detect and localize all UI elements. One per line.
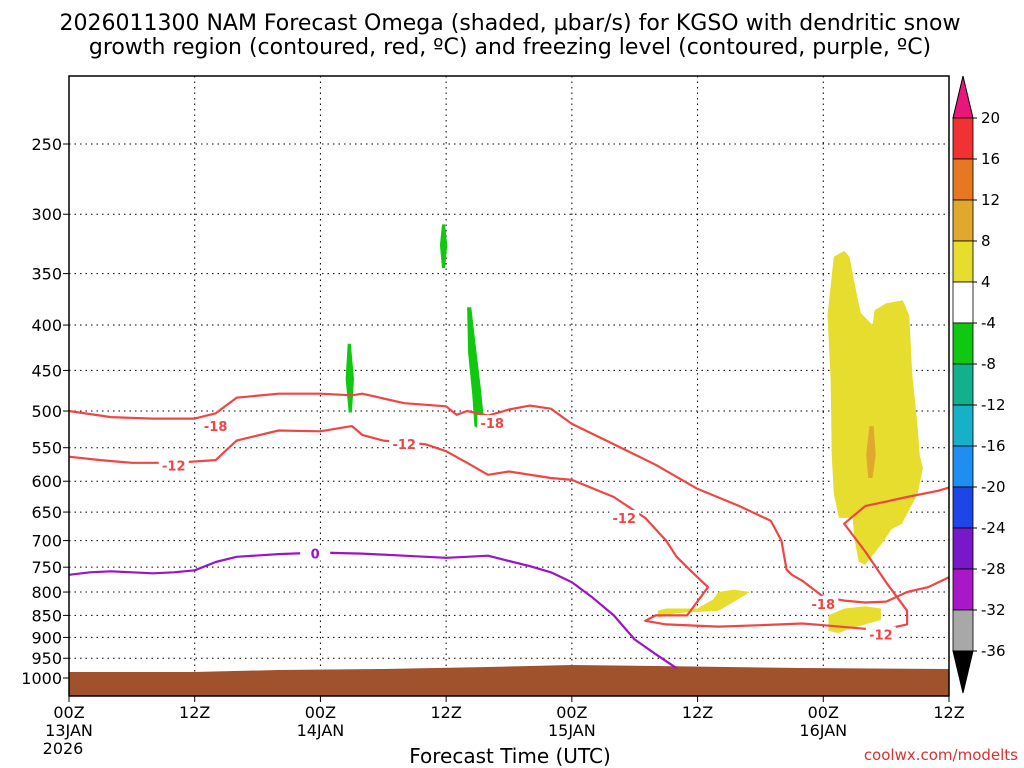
omega-region-2 bbox=[467, 307, 484, 430]
colorbar-top-arrow bbox=[952, 75, 974, 119]
colorbar-tick-label-4: 4 bbox=[981, 273, 991, 291]
colorbar-tick-label-8: -16 bbox=[981, 437, 1006, 455]
colorbar-bottom-arrow bbox=[952, 650, 974, 694]
contour-label-7: 0 bbox=[311, 548, 320, 563]
x-tick-year-0: 2026 bbox=[43, 739, 84, 758]
contour-label-1: -18 bbox=[480, 417, 504, 432]
y-tick-label-650: 650 bbox=[31, 503, 62, 522]
y-tick-label-500: 500 bbox=[31, 402, 62, 421]
y-tick-label-550: 550 bbox=[31, 439, 62, 458]
contour-label-3: -12 bbox=[162, 460, 186, 475]
y-tick-label-800: 800 bbox=[31, 583, 62, 602]
x-tick-label-0: 00Z bbox=[53, 703, 84, 722]
colorbar-tick-label-6: -8 bbox=[981, 355, 996, 373]
contour-label-6: -12 bbox=[869, 628, 893, 643]
y-tick-label-600: 600 bbox=[31, 472, 62, 491]
contour-labels: -18 -18 -18 -12 -12 -12 -12 0 bbox=[158, 415, 896, 643]
colorbar-box-4 bbox=[952, 281, 974, 324]
colorbar-tick-label-13: -36 bbox=[981, 642, 1006, 660]
contour-label-bg-7 bbox=[300, 545, 331, 561]
colorbar-box-7 bbox=[952, 404, 974, 447]
x-tick-date-0: 13JAN bbox=[45, 721, 93, 740]
colorbar-tick-label-10: -24 bbox=[981, 519, 1006, 537]
omega-region-0 bbox=[345, 343, 354, 413]
y-axis: 250 300 350 400 450 500 550 600 650 700 750 800 850 9… bbox=[21, 135, 69, 688]
colorbar-box-6 bbox=[952, 363, 974, 406]
colorbar-box-12 bbox=[952, 609, 974, 652]
colorbar-box-8 bbox=[952, 445, 974, 488]
x-tick-label-60: 12Z bbox=[682, 703, 713, 722]
colorbar-box-3 bbox=[952, 240, 974, 283]
y-tick-label-350: 350 bbox=[31, 265, 62, 284]
y-tick-label-950: 950 bbox=[31, 649, 62, 668]
chart-title-line1: 2026011300 NAM Forecast Omega (shaded, µ… bbox=[59, 11, 960, 36]
y-tick-label-850: 850 bbox=[31, 606, 62, 625]
colorbar-tick-label-9: -20 bbox=[981, 478, 1006, 496]
colorbar-tick-label-7: -12 bbox=[981, 396, 1006, 414]
contour-lines bbox=[68, 392, 950, 670]
colorbar-box-0 bbox=[952, 117, 974, 160]
omega-region-1 bbox=[439, 224, 448, 269]
contour-label-bg-6 bbox=[865, 626, 896, 642]
colorbar-tick-label-2: 12 bbox=[981, 191, 1000, 209]
colorbar-box-2 bbox=[952, 199, 974, 242]
terrain-top bbox=[69, 665, 949, 676]
colorbar: 20 16 12 8 4 -4 -8 -12 -16 -20 -24 -28 -32 -36 bbox=[952, 75, 1006, 694]
x-tick-label-84: 12Z bbox=[933, 703, 964, 722]
contour--12-1 bbox=[68, 425, 950, 630]
contour-label-4: -12 bbox=[392, 438, 416, 453]
colorbar-tick-label-0: 20 bbox=[981, 109, 1000, 127]
colorbar-box-11 bbox=[952, 568, 974, 611]
contour-0-2 bbox=[68, 551, 678, 670]
colorbar-box-1 bbox=[952, 158, 974, 201]
contour-label-2: -18 bbox=[812, 598, 836, 613]
contour-label-bg-1 bbox=[477, 415, 508, 431]
contour-label-bg-5 bbox=[609, 509, 640, 525]
x-tick-label-72: 00Z bbox=[808, 703, 839, 722]
contour-label-bg-2 bbox=[808, 595, 839, 611]
x-tick-date-48: 15JAN bbox=[548, 721, 596, 740]
x-tick-label-24: 00Z bbox=[305, 703, 336, 722]
plot-frame bbox=[68, 75, 950, 697]
chart-title-line2: growth region (contoured, red, ºC) and f… bbox=[89, 35, 931, 60]
x-tick-label-48: 00Z bbox=[556, 703, 587, 722]
colorbar-tick-label-11: -28 bbox=[981, 560, 1006, 578]
omega-shading bbox=[345, 224, 923, 634]
omega-region-4 bbox=[866, 426, 876, 478]
contour-label-0: -18 bbox=[204, 420, 228, 435]
y-tick-label-750: 750 bbox=[31, 558, 62, 577]
credit-text: coolwx.com/modelts bbox=[864, 746, 1018, 764]
colorbar-box-10 bbox=[952, 527, 974, 570]
x-tick-label-36: 12Z bbox=[430, 703, 461, 722]
y-tick-label-300: 300 bbox=[31, 205, 62, 224]
y-tick-label-450: 450 bbox=[31, 361, 62, 380]
contour-label-bg-3 bbox=[158, 457, 189, 473]
contour-label-5: -12 bbox=[612, 512, 636, 527]
y-tick-label-700: 700 bbox=[31, 532, 62, 551]
colorbar-tick-label-1: 16 bbox=[981, 150, 1000, 168]
contour-label-bg-4 bbox=[389, 436, 420, 452]
contour-label-bg-0 bbox=[200, 418, 231, 434]
colorbar-tick-label-5: -4 bbox=[981, 314, 996, 332]
colorbar-tick-label-12: -32 bbox=[981, 601, 1006, 619]
x-tick-date-24: 14JAN bbox=[297, 721, 345, 740]
y-tick-label-250: 250 bbox=[31, 135, 62, 154]
omega-region-5 bbox=[657, 589, 750, 618]
colorbar-tick-label-3: 8 bbox=[981, 232, 991, 250]
colorbar-box-5 bbox=[952, 322, 974, 365]
y-tick-label-1000: 1000 bbox=[21, 669, 62, 688]
x-tick-date-72: 16JAN bbox=[799, 721, 847, 740]
x-axis-label: Forecast Time (UTC) bbox=[409, 744, 611, 768]
omega-region-3 bbox=[827, 250, 923, 565]
x-tick-label-12: 12Z bbox=[179, 703, 210, 722]
y-tick-label-900: 900 bbox=[31, 628, 62, 647]
y-tick-label-400: 400 bbox=[31, 316, 62, 335]
colorbar-box-9 bbox=[952, 486, 974, 529]
terrain-fill bbox=[69, 665, 949, 696]
